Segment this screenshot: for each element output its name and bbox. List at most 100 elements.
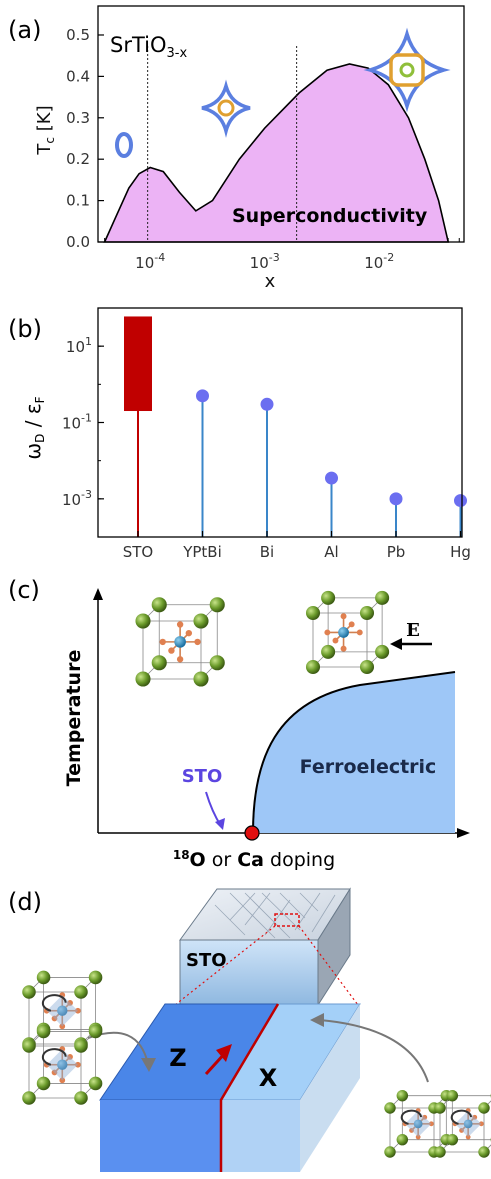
sr-atom — [88, 1076, 103, 1091]
ferroelectric-boundary — [252, 671, 456, 834]
sr-atom — [478, 1102, 490, 1114]
value-marker — [325, 471, 338, 485]
oxygen-atom — [185, 629, 193, 637]
oxygen-atom — [459, 1128, 464, 1133]
oxygen-atom — [67, 1054, 73, 1060]
y-tick-label: 0.0 — [66, 233, 90, 251]
category-label: Pb — [387, 543, 406, 561]
panel-a-frame — [97, 5, 465, 243]
sto-marker-label: STO — [182, 766, 223, 787]
sr-atom — [305, 659, 321, 675]
sr-atom — [36, 1076, 51, 1091]
sr-atom — [209, 597, 225, 613]
sr-atom — [88, 970, 103, 985]
sr-atom — [22, 1091, 36, 1105]
oxygen-atom — [356, 629, 363, 636]
panel-a-dashed-lines — [147, 46, 298, 242]
category-label: Hg — [450, 543, 471, 561]
oxygen-atom — [472, 1114, 478, 1120]
sr-atom — [446, 1089, 459, 1102]
sr-atom — [396, 1133, 409, 1146]
sr-atom — [359, 605, 375, 621]
sr-atom — [434, 1102, 446, 1114]
y-tick-label: 101 — [66, 335, 92, 356]
oxygen-atom — [159, 638, 166, 646]
oxygen-atom — [67, 1000, 73, 1006]
domain-wall-block: Z X — [99, 1003, 361, 1172]
right-pointer-arrow — [319, 1019, 429, 1083]
octahedron — [454, 1110, 482, 1138]
oxygen-atom — [194, 638, 201, 646]
oxygen-atom — [465, 1134, 471, 1140]
octahedron — [46, 995, 78, 1027]
category-label: Bi — [260, 543, 274, 561]
sr-atom — [135, 671, 151, 687]
sr-atom — [321, 590, 336, 605]
superconductivity-label: Superconductivity — [232, 205, 428, 227]
panel-b: (b) ωD / εF 10-3 10-1 101 STO YPtBi Bi Al Pb Hg — [8, 307, 471, 561]
sto-crystal-block: STO — [179, 887, 351, 1007]
value-marker — [260, 397, 274, 411]
sr-atom — [384, 1102, 396, 1114]
category-label: Al — [324, 543, 338, 561]
sr-atom — [36, 970, 51, 985]
oxygen-atom — [409, 1128, 414, 1133]
oxygen-atom — [75, 1061, 81, 1068]
oxygen-atom — [422, 1114, 428, 1120]
domain-wall — [219, 1003, 280, 1172]
y-tick-label: 10-1 — [62, 412, 92, 433]
panel-b-ylabel: ωD / εF — [21, 396, 47, 459]
y-tick-label: 0.4 — [66, 67, 90, 85]
panel-c-xlabel: 18O or Ca doping — [173, 848, 335, 871]
right-pointer-arrowhead — [310, 1013, 324, 1027]
oxygen-atom — [340, 613, 347, 620]
rotation-arrow — [41, 1048, 67, 1066]
domain-striations — [214, 892, 336, 939]
value-marker — [454, 494, 467, 508]
panel-a-xlabel: x — [265, 271, 276, 292]
sto-range-bar — [124, 316, 152, 412]
sto-marker-arrowhead — [215, 818, 225, 830]
x-tick-label: 10-3 — [250, 251, 280, 272]
sr-atom — [396, 1089, 409, 1102]
sr-atom — [36, 1024, 51, 1039]
panel-c-ylabel: Temperature — [63, 650, 85, 787]
x-domain-unit-cells-icon — [384, 1089, 491, 1158]
material-label: SrTiO3-x — [110, 33, 187, 61]
sr-atom — [478, 1146, 490, 1158]
domain-x-label: X — [259, 1064, 278, 1092]
sr-atom — [193, 671, 209, 687]
oxygen-atom — [176, 656, 184, 663]
sr-atom — [305, 605, 321, 621]
electric-field-label: E — [406, 620, 420, 641]
panel-a-ticks: 0.0 0.1 0.2 0.3 0.4 0.5 10-4 10-3 10-2 — [66, 26, 460, 272]
panel-b-frame — [97, 307, 463, 538]
oxygen-atom — [478, 1121, 484, 1127]
value-marker — [196, 389, 209, 403]
panel-c-y-arrow — [93, 588, 103, 600]
ferroelectric-region — [253, 672, 455, 833]
polar-unit-cell-icon — [305, 590, 390, 675]
sr-atom — [88, 1024, 103, 1039]
oxygen-atom — [340, 645, 347, 652]
category-label: YPtBi — [182, 543, 222, 561]
critical-point-dot — [244, 825, 260, 841]
z-domain-unit-cells-icon — [22, 970, 103, 1105]
sr-atom — [209, 655, 225, 671]
panel-a: (a) Tc [K] 0.0 0.1 0.2 0.3 0.4 0.5 10-4 10-3 10-… — [8, 5, 465, 292]
electric-field-arrowhead — [390, 638, 402, 650]
rotation-arrow — [450, 1109, 473, 1125]
y-tick-label: 10-3 — [62, 488, 92, 509]
oxygen-atom — [348, 621, 355, 628]
sr-atom — [74, 1039, 88, 1053]
panel-b-ticks: 10-3 10-1 101 — [62, 335, 104, 509]
zoom-line-right — [298, 925, 359, 1006]
oxygen-atom — [59, 1077, 66, 1084]
sr-atom — [384, 1146, 396, 1158]
fermi-surface-large-icon — [363, 27, 451, 113]
zoom-line-left — [174, 925, 276, 1006]
sr-atom — [74, 985, 88, 999]
left-pointer-arrowhead — [141, 1058, 156, 1072]
sr-atom — [151, 597, 167, 613]
